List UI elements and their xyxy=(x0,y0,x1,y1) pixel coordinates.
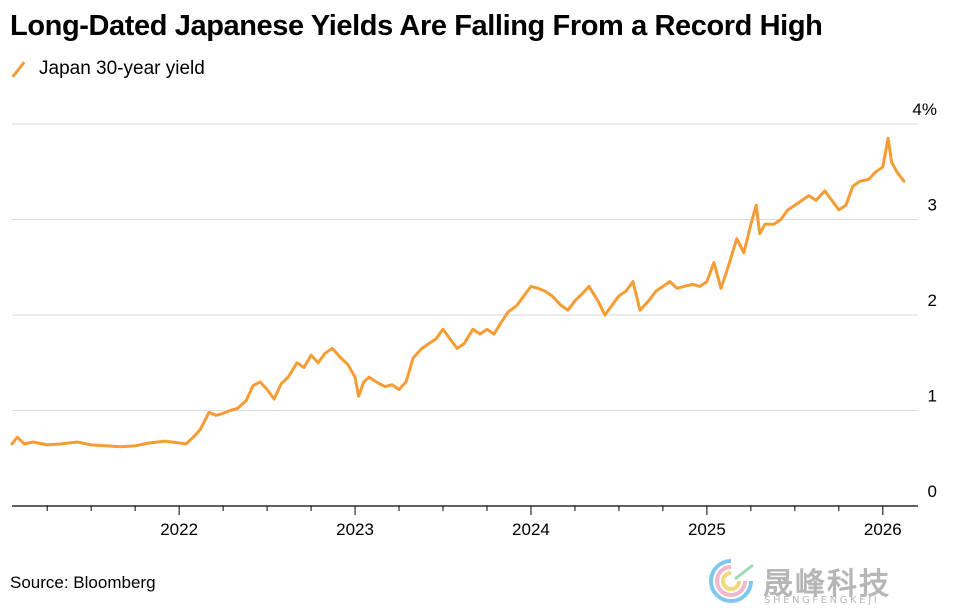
legend: Japan 30-year yield xyxy=(10,57,205,81)
y-tick-label: 0 xyxy=(928,482,937,501)
watermark-subtext: SHENGFENGKEJI xyxy=(764,595,880,606)
source-note: Source: Bloomberg xyxy=(10,573,156,592)
y-tick-label: 4% xyxy=(912,100,937,119)
watermark: 晟峰科技 SHENGFENGKEJI xyxy=(705,555,910,607)
watermark-text: 晟峰科技 xyxy=(763,567,891,602)
x-tick-label: 2025 xyxy=(688,520,726,539)
series-line-japan-30-year-yield xyxy=(10,136,906,449)
x-tick-label: 2022 xyxy=(160,520,198,539)
watermark-logo-icon xyxy=(709,559,754,603)
y-tick-label: 1 xyxy=(928,387,937,406)
x-tick-label: 2026 xyxy=(864,520,902,539)
legend-label: Japan 30-year yield xyxy=(39,58,205,79)
y-tick-label: 3 xyxy=(928,196,937,215)
x-tick-label: 2024 xyxy=(512,520,550,539)
chart-title: Long-Dated Japanese Yields Are Falling F… xyxy=(10,10,823,42)
y-tick-label: 2 xyxy=(928,291,937,310)
x-tick-label: 2023 xyxy=(336,520,374,539)
